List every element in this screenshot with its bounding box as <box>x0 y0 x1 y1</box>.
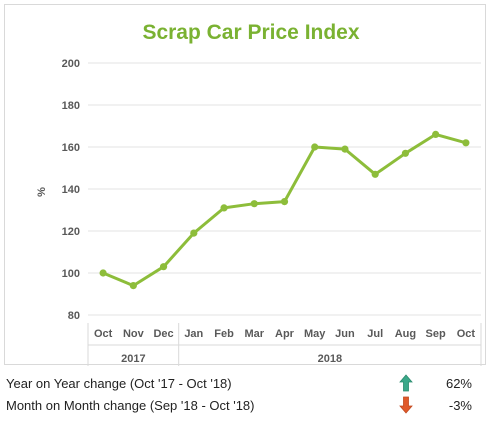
data-point <box>432 130 440 138</box>
x-tick-label: Jun <box>335 328 355 340</box>
y-tick-label: 200 <box>62 58 80 70</box>
data-point <box>280 198 289 206</box>
data-point <box>462 139 470 147</box>
x-tick-label: Feb <box>214 328 234 340</box>
axis-labels: 80 100 120 140 160 180 200 Oct Nov Dec Jan Feb Mar Ap… <box>62 58 482 366</box>
data-point <box>99 269 107 277</box>
x-tick-label: Apr <box>275 328 295 340</box>
arrow-down-icon <box>399 396 413 414</box>
chart-frame: Scrap Car Price Index % 80 100 120 140 160 18… <box>4 4 486 366</box>
line-chart: Scrap Car Price Index % 80 100 120 140 160 18… <box>36 21 482 366</box>
y-tick-label: 140 <box>62 184 80 196</box>
y-tick-label: 80 <box>68 310 80 322</box>
month-on-month-value: -3% <box>448 398 472 413</box>
x-tick-label: Oct <box>457 328 476 340</box>
data-point <box>129 282 137 290</box>
data-point <box>341 145 349 153</box>
y-tick-label: 180 <box>62 100 80 112</box>
year-on-year-label: Year on Year change (Oct '17 - Oct '18) <box>6 376 232 391</box>
y-tick-label: 160 <box>62 142 80 154</box>
year-group-label: 2018 <box>318 353 342 365</box>
x-tick-label: Oct <box>94 328 113 340</box>
x-tick-label: Jul <box>367 328 383 340</box>
x-tick-label: Mar <box>244 328 264 340</box>
month-on-month-row: Month on Month change (Sep '18 - Oct '18… <box>6 396 486 416</box>
series-layer <box>99 130 470 290</box>
data-point <box>311 143 319 151</box>
x-tick-label: Sep <box>426 328 446 340</box>
x-tick-label: Nov <box>123 328 145 340</box>
chart-title: Scrap Car Price Index <box>142 21 359 44</box>
data-point <box>159 263 168 271</box>
year-on-year-row: Year on Year change (Oct '17 - Oct '18) … <box>6 374 486 394</box>
x-tick-label: Aug <box>395 328 416 340</box>
data-point <box>250 200 258 208</box>
month-on-month-label: Month on Month change (Sep '18 - Oct '18… <box>6 398 255 413</box>
y-tick-label: 120 <box>62 226 80 238</box>
data-point <box>371 170 379 178</box>
data-point <box>190 229 198 237</box>
x-tick-label: Dec <box>153 328 173 340</box>
data-point <box>220 204 228 212</box>
x-tick-label: May <box>304 328 326 340</box>
x-tick-label: Jan <box>184 328 203 340</box>
data-point <box>401 149 410 157</box>
y-tick-label: 100 <box>62 268 80 280</box>
arrow-up-icon <box>399 374 413 392</box>
y-axis-label: % <box>36 187 48 197</box>
year-group-label: 2017 <box>121 353 145 365</box>
year-on-year-value: 62% <box>445 376 472 391</box>
series-line <box>102 132 467 288</box>
